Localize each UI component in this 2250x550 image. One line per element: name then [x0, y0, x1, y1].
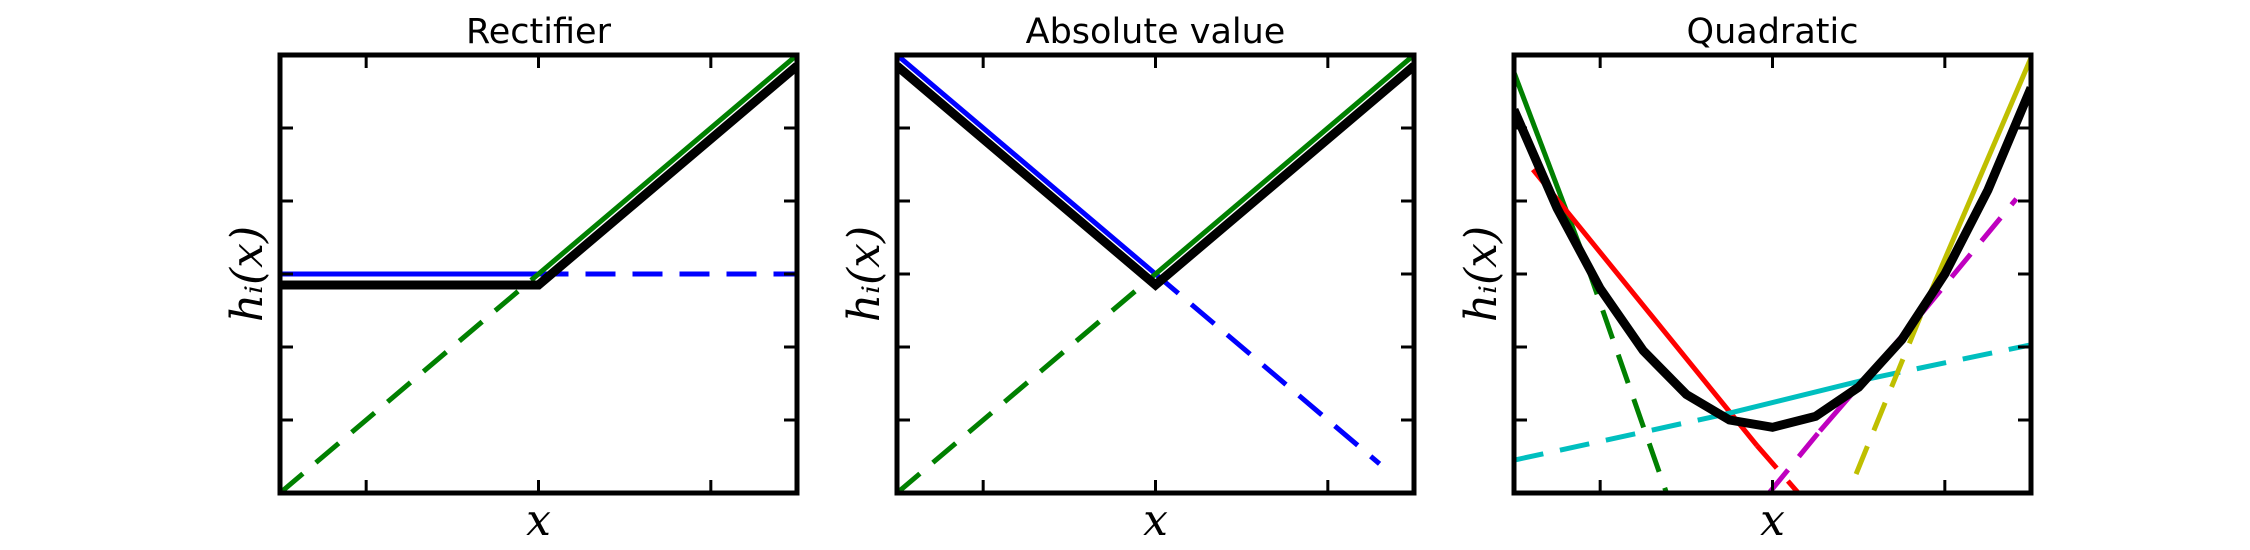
line: [897, 272, 1158, 493]
line: [897, 62, 1414, 291]
plot-area: [897, 55, 1414, 493]
y-axis-label: hᵢ(x): [1456, 226, 1507, 322]
line: [1919, 56, 2031, 315]
line: [1767, 429, 1822, 493]
line: [280, 62, 797, 290]
line: [280, 272, 541, 493]
plot-area: [280, 55, 797, 493]
y-axis-label: hᵢ(x): [222, 226, 273, 322]
line: [1514, 86, 2031, 432]
axes-frame: [894, 52, 1417, 496]
axes-frame: [277, 52, 800, 496]
plot-area: [1514, 56, 2031, 493]
axes-frame: [1511, 52, 2034, 496]
panel: Absolute value x hᵢ(x): [839, 12, 1417, 546]
panel: Rectifier x hᵢ(x): [222, 12, 800, 546]
chart-title: Quadratic: [1687, 12, 1859, 52]
x-axis-label: x: [1760, 495, 1785, 546]
line: [1755, 443, 1801, 493]
line: [1919, 197, 2019, 316]
line: [897, 55, 1158, 276]
line: [1514, 411, 1726, 463]
line: [1724, 375, 1872, 417]
line: [1153, 55, 1414, 276]
x-axis-label: x: [526, 495, 551, 546]
chart-title: Absolute value: [1026, 12, 1286, 52]
line: [1584, 265, 1669, 493]
y-axis-label: hᵢ(x): [839, 226, 890, 322]
panel: Quadratic x hᵢ(x): [1456, 12, 2034, 546]
line: [1531, 168, 1759, 448]
x-axis-label: x: [1143, 495, 1168, 546]
line: [1853, 312, 1924, 475]
line: [1153, 272, 1382, 466]
chart-title: Rectifier: [466, 12, 612, 52]
line: [536, 55, 797, 276]
